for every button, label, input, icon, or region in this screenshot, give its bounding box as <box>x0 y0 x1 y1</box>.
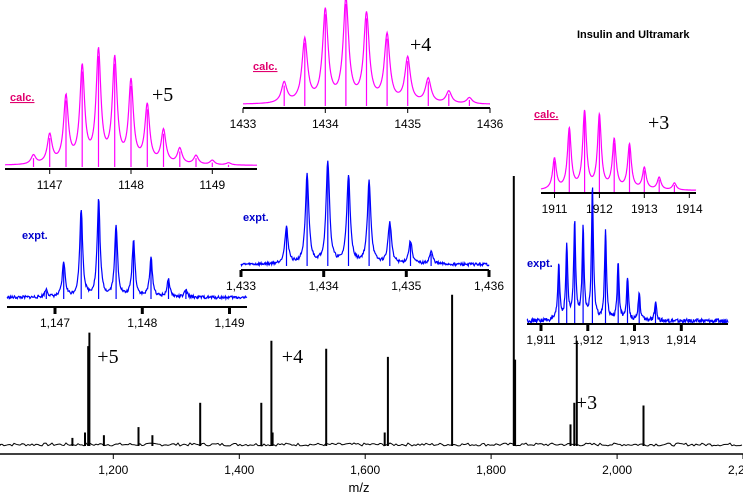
calc4-trace <box>243 0 490 105</box>
expt3-tick-label: 1,912 <box>573 333 603 347</box>
expt4-tag: expt. <box>243 212 269 224</box>
expt3-tick-label: 1,911 <box>526 333 555 347</box>
figure-title: Insulin and Ultramark <box>577 29 690 41</box>
expt4-tick-label: 1,435 <box>391 279 421 293</box>
calc-charge4-inset: 1433 1434 1435 1436 calc. +4 <box>230 0 504 131</box>
calc5-trace <box>5 47 257 166</box>
expt3-tick-label: 1,913 <box>619 333 649 347</box>
expt4-trace <box>240 160 490 268</box>
calc5-charge-label: +5 <box>152 84 173 106</box>
calc5-tag: calc. <box>10 92 34 104</box>
main-tick-label: 2,000 <box>602 463 632 477</box>
calc3-tick-label: 1911 <box>542 202 568 216</box>
main-xlabel: m/z <box>349 480 370 495</box>
calc-charge5-inset: 1147 1148 1149 calc. +5 <box>5 47 257 192</box>
calc3-tick-label: 1913 <box>631 202 658 216</box>
calc3-tick-label: 1914 <box>676 202 703 216</box>
expt5-tick-label: 1,148 <box>127 316 157 330</box>
calc-charge3-inset: 1911 1912 1913 1914 calc. +3 <box>534 109 703 216</box>
expt4-tick-label: 1,434 <box>309 279 339 293</box>
calc3-tick-label: 1912 <box>586 202 613 216</box>
main-tick-label: 2,200 <box>728 463 743 477</box>
main-tick-label: 1,200 <box>98 463 128 477</box>
calc5-tick-label: 1149 <box>199 178 225 192</box>
calc3-charge-label: +3 <box>648 112 669 134</box>
main-charge-annotation: +4 <box>282 346 303 368</box>
expt-charge5-inset: 1,147 1,148 1,149 expt. <box>6 199 248 330</box>
expt3-tag: expt. <box>527 258 553 270</box>
expt3-tick-label: 1,914 <box>666 333 696 347</box>
expt4-tick-label: 1,433 <box>226 279 256 293</box>
main-tick-label: 1,600 <box>350 463 380 477</box>
calc4-tick-label: 1434 <box>312 117 339 131</box>
main-charge-annotation: +5 <box>97 346 118 368</box>
calc4-charge-label: +4 <box>410 34 431 56</box>
expt5-tick-label: 1,147 <box>40 316 70 330</box>
expt5-tag: expt. <box>22 230 48 242</box>
expt4-tick-label: 1,436 <box>474 279 504 293</box>
calc3-trace <box>540 109 697 191</box>
calc4-tick-label: 1433 <box>230 117 257 131</box>
main-tick-label: 1,800 <box>476 463 506 477</box>
expt-charge3-inset: 1,911 1,912 1,913 1,914 expt. <box>526 187 729 347</box>
calc5-tick-label: 1148 <box>118 178 144 192</box>
expt5-tick-label: 1,149 <box>214 316 244 330</box>
expt-charge4-inset: 1,433 1,434 1,435 1,436 expt. <box>226 160 504 293</box>
main-trace <box>0 442 743 447</box>
expt5-trace <box>6 199 248 302</box>
main-tick-label: 1,400 <box>224 463 254 477</box>
main-charge-annotation: +3 <box>576 392 597 414</box>
calc4-tick-label: 1436 <box>477 117 504 131</box>
calc5-tick-label: 1147 <box>37 178 63 192</box>
calc3-tag: calc. <box>534 109 558 121</box>
calc4-tick-label: 1435 <box>394 117 421 131</box>
calc4-tag: calc. <box>253 61 277 73</box>
main-spectrum: 1,200 1,400 1,600 1,800 2,000 2,200 +5 +4 +3 <box>0 176 743 477</box>
expt3-trace <box>526 187 729 325</box>
